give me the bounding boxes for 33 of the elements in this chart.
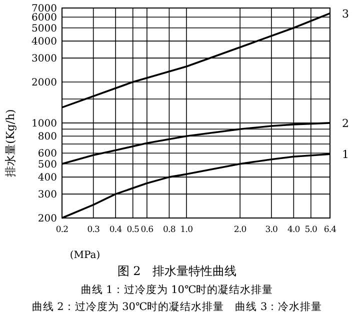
y-tick-label: 800 [38, 132, 57, 143]
x-tick-label: 6.4 [324, 225, 336, 235]
y-tick-label: 600 [38, 148, 57, 160]
x-tick-label: 0.4 [109, 225, 122, 235]
x-tick-label: 1.0 [180, 225, 193, 235]
text: 图 2 排水量特性曲线 [117, 264, 237, 278]
x-tick-label: 0.6 [140, 225, 154, 235]
y-tick-label: 2000 [32, 77, 57, 88]
y-tick-label: 4000 [32, 36, 57, 48]
text: 曲线 1：过冷度为 10℃时的凝结水排量 [80, 283, 274, 296]
y-tick-label: 500 [38, 159, 57, 170]
x-tick-label: 0.3 [87, 225, 100, 235]
series-label: 3 [342, 7, 349, 20]
x-tick-label: 0.5 [126, 225, 140, 235]
x-tick-label: 0.8 [163, 225, 176, 235]
y-tick-label: 6000 [32, 12, 57, 24]
x-tick-label: 3.0 [265, 225, 278, 235]
x-tick-label: 5.0 [304, 225, 318, 235]
y-tick-label: 300 [38, 190, 57, 201]
y-tick-label: 1000 [32, 118, 57, 130]
y-tick-label: 400 [38, 172, 57, 184]
series-label: 2 [342, 116, 349, 130]
x-tick-label: 2.0 [234, 225, 246, 235]
x-tick-label: 0.2 [56, 225, 68, 235]
x-tick-label: 4.0 [287, 225, 300, 235]
text: 曲线 2：过冷度为 30℃时的凝结水排量 曲线 3：冷水排量 [32, 300, 322, 313]
series-label: 1 [342, 148, 349, 162]
y-axis-title: 排水量(Kg/h) [4, 109, 17, 177]
y-tick-label: 5000 [32, 23, 57, 34]
x-axis-title: (MPa) [70, 250, 100, 261]
y-tick-label: 7000 [32, 4, 57, 14]
y-tick-label: 3000 [32, 54, 57, 65]
y-tick-label: 200 [38, 214, 57, 224]
